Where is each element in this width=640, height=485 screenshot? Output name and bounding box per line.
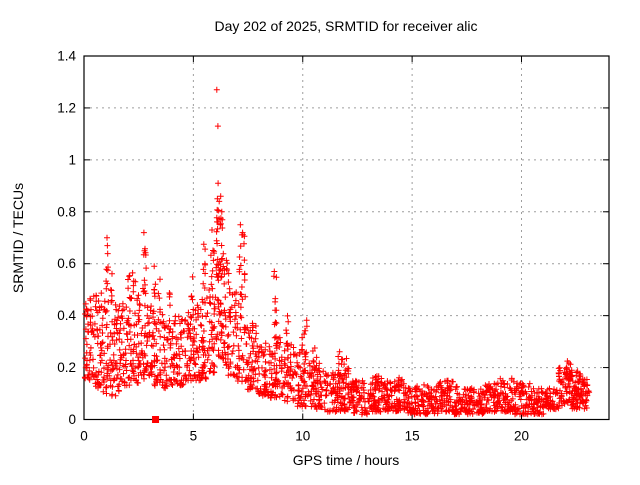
square-marker-point [152,416,160,423]
square-marker [152,416,160,423]
y-axis-label: SRMTID / TECUs [10,183,26,293]
y-tick-label: 1.4 [57,49,76,64]
gridlines [84,56,609,420]
x-tick-label: 0 [80,429,88,444]
y-tick-label: 1 [68,152,76,167]
x-tick-label: 5 [190,429,198,444]
chart-title: Day 202 of 2025, SRMTID for receiver ali… [215,18,478,34]
axis-ticks [83,55,609,420]
x-tick-label: 20 [514,429,529,444]
x-tick-label: 10 [295,429,310,444]
y-tick-label: 1.2 [57,100,76,115]
y-tick-label: 0.4 [57,308,76,323]
x-tick-label: 15 [405,429,420,444]
tick-labels: 0 0.2 0.4 0.6 0.8 1 1.2 1.4 0 5 10 15 20 [57,49,529,444]
y-tick-label: 0.2 [57,360,76,375]
plot-border [83,55,610,421]
x-axis-label: GPS time / hours [293,452,400,468]
y-tick-label: 0 [68,412,76,427]
y-tick-label: 0.8 [57,204,76,219]
scatter-data-points [81,86,593,418]
y-tick-label: 0.6 [57,256,76,271]
